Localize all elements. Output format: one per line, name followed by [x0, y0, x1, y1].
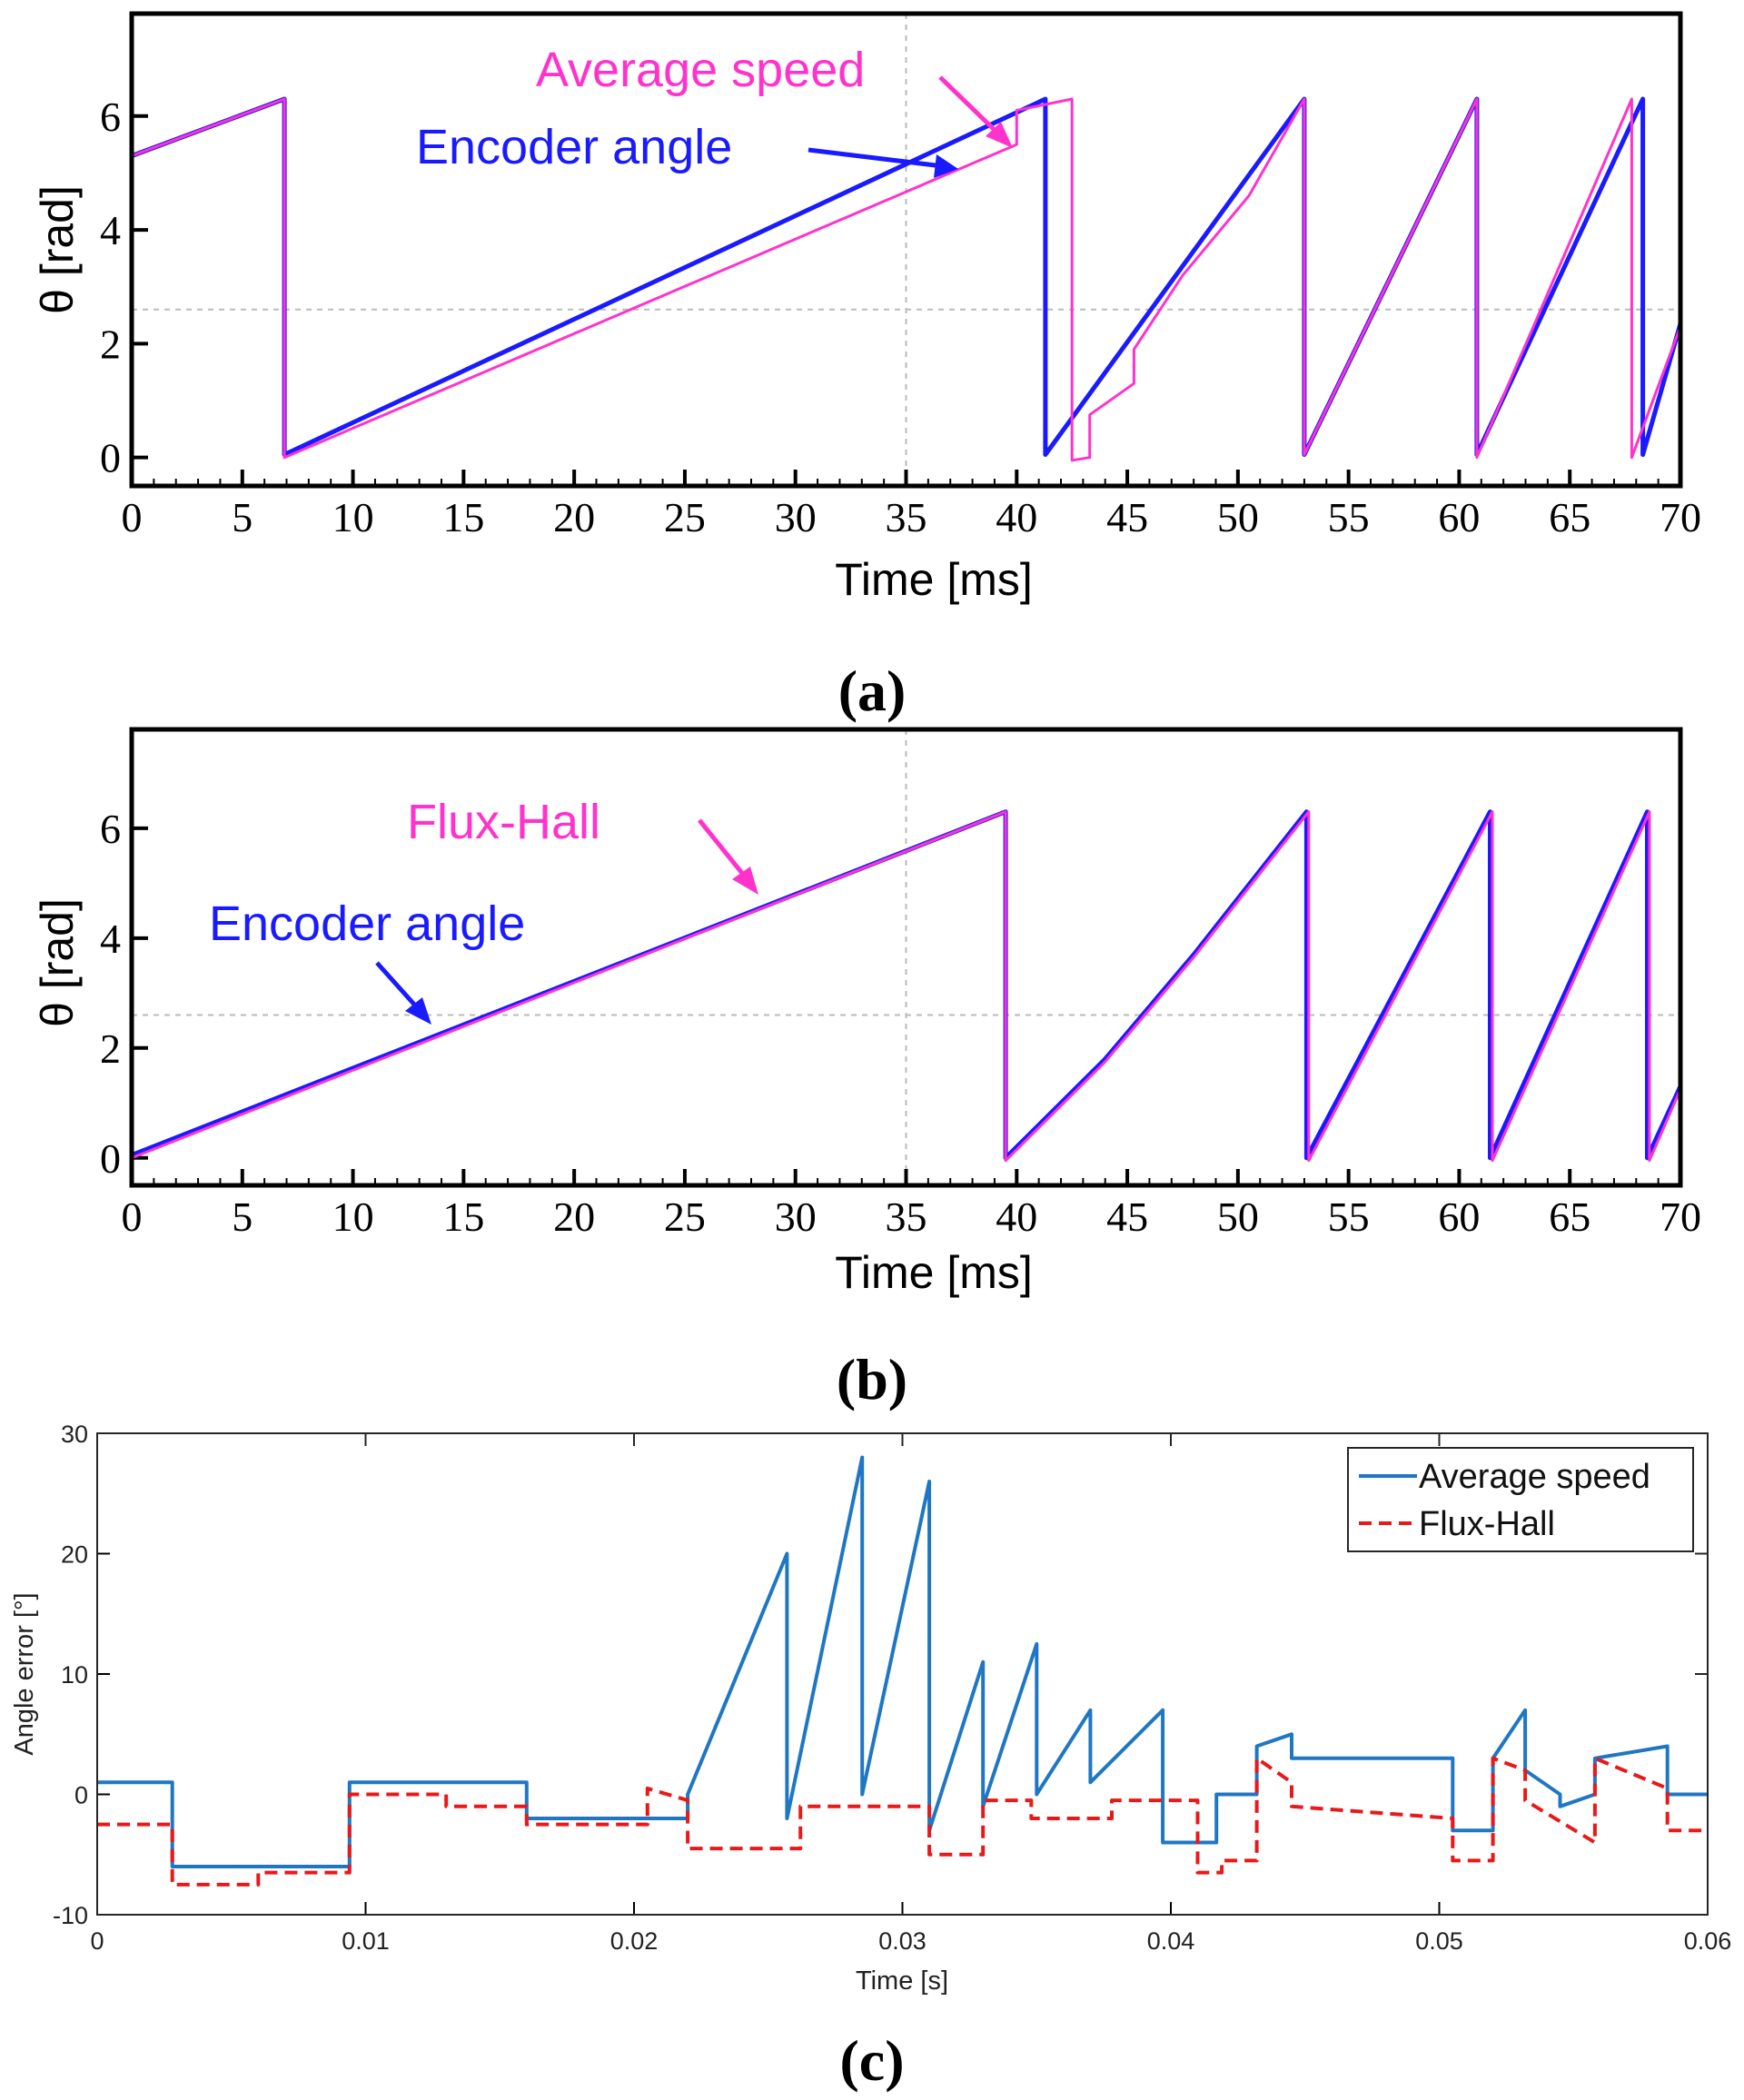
arrow-flux-hall-b — [698, 818, 758, 895]
arrow-encoder-angle-a — [808, 147, 958, 178]
x-tick-label-b: 15 — [442, 1194, 484, 1240]
legend-box — [1347, 1447, 1694, 1552]
legend-label-flux-hall: Flux-Hall — [1419, 1505, 1555, 1543]
panel-b: 0 5 10 15 20 25 30 35 40 45 50 55 60 65 70 0 2 4 6 Time [… — [32, 727, 1702, 1412]
y-tick-label-c: 10 — [61, 1661, 88, 1689]
x-axis-label-c: Time [s] — [856, 1966, 948, 1996]
y-axis-label-a: θ [rad] — [32, 185, 83, 314]
y-axis-label-c: Angle error [°] — [10, 1592, 39, 1755]
arrow-encoder-angle-b — [375, 961, 431, 1025]
x-tick-label-a: 25 — [664, 494, 706, 540]
x-tick-labels-c: 0 0.01 0.02 0.03 0.04 0.05 0.06 — [90, 1927, 1731, 1955]
x-tick-labels-b: 0 5 10 15 20 25 30 35 40 45 50 55 60 65 70 — [122, 1194, 1702, 1240]
x-tick-label-a: 45 — [1106, 494, 1148, 540]
crosshair-a — [132, 14, 1680, 486]
x-tick-label-b: 60 — [1438, 1194, 1480, 1240]
x-tick-label-a: 70 — [1660, 494, 1701, 540]
annotation-average-speed-a: Average speed — [536, 43, 865, 97]
y-tick-label-b: 6 — [100, 806, 121, 852]
y-tick-label-a: 4 — [100, 207, 121, 253]
x-tick-label-a: 50 — [1217, 494, 1259, 540]
series-group-a — [132, 96, 1680, 462]
y-tick-labels-b: 0 2 4 6 — [100, 806, 121, 1182]
y-tick-label-b: 0 — [100, 1135, 121, 1182]
panel-a: 0 5 10 15 20 25 30 35 40 45 50 55 60 65 70 0 2 4 6 Time [… — [32, 11, 1702, 723]
x-tick-label-b: 25 — [664, 1194, 706, 1240]
x-tick-label-a: 30 — [775, 494, 817, 540]
plot-frame-b — [129, 727, 1683, 1188]
annotation-flux-hall-b: Flux-Hall — [407, 795, 600, 849]
x-tick-label-b: 35 — [886, 1194, 927, 1240]
crosshair-b — [132, 729, 1680, 1185]
legend-label-average-speed: Average speed — [1419, 1458, 1650, 1496]
x-tick-label-b: 5 — [232, 1194, 253, 1240]
y-tick-label-a: 6 — [100, 94, 121, 140]
x-axis-label-a: Time [ms] — [835, 554, 1033, 605]
x-tick-label-a: 55 — [1328, 494, 1370, 540]
x-tick-label-b: 55 — [1328, 1194, 1370, 1240]
series-group-c — [97, 1455, 1708, 1887]
x-tick-label-b: 30 — [775, 1194, 817, 1240]
x-tick-label-a: 40 — [996, 494, 1037, 540]
series-line-b-flux-hall — [132, 810, 1680, 1163]
x-tick-label-b: 40 — [996, 1194, 1037, 1240]
x-tick-label-c: 0.05 — [1415, 1927, 1463, 1955]
series-group-b — [132, 809, 1680, 1163]
x-tick-label-a: 35 — [886, 494, 927, 540]
y-tick-label-c: 30 — [61, 1421, 88, 1448]
y-tick-label-a: 0 — [100, 435, 121, 481]
x-tick-labels-a: 0 5 10 15 20 25 30 35 40 45 50 55 60 65 70 — [122, 494, 1702, 540]
x-tick-label-a: 15 — [442, 494, 484, 540]
x-tick-label-c: 0.06 — [1684, 1927, 1732, 1955]
arrow-average-speed-a — [938, 75, 1013, 148]
x-tick-label-a: 65 — [1549, 494, 1590, 540]
y-tick-label-b: 4 — [100, 916, 121, 962]
x-tick-label-c: 0.04 — [1147, 1927, 1195, 1955]
plot-area-b — [132, 729, 1680, 1185]
x-tick-label-b: 70 — [1660, 1194, 1701, 1240]
annotation-encoder-angle-a: Encoder angle — [416, 120, 732, 174]
x-tick-label-a: 60 — [1438, 494, 1480, 540]
series-line-c-flux-hall — [97, 1756, 1708, 1887]
x-tick-label-b: 0 — [122, 1194, 143, 1240]
x-tick-label-a: 0 — [122, 494, 143, 540]
y-tick-label-c: 0 — [74, 1782, 88, 1809]
plot-frame-c — [96, 1432, 1709, 1916]
series-line-a-average-speed — [132, 97, 1680, 462]
x-tick-label-c: 0.01 — [342, 1927, 390, 1955]
x-tick-label-b: 45 — [1106, 1194, 1148, 1240]
x-tick-label-b: 10 — [332, 1194, 374, 1240]
y-tick-label-b: 2 — [100, 1025, 121, 1072]
x-tick-label-a: 20 — [553, 494, 595, 540]
y-tick-label-c: -10 — [53, 1902, 88, 1929]
y-tick-labels-a: 0 2 4 6 — [100, 94, 121, 481]
x-axis-label-b: Time [ms] — [835, 1247, 1033, 1298]
x-tick-label-c: 0 — [90, 1927, 104, 1955]
caption-a: (a) — [838, 659, 907, 723]
x-tick-label-b: 20 — [553, 1194, 595, 1240]
x-tick-label-b: 65 — [1549, 1194, 1590, 1240]
caption-c: (c) — [839, 2028, 904, 2093]
y-tick-label-a: 2 — [100, 321, 121, 367]
y-axis-label-b: θ [rad] — [32, 898, 83, 1027]
y-tick-labels-c: -10 0 10 20 30 — [53, 1421, 88, 1929]
series-line-c-average-speed — [97, 1455, 1708, 1868]
x-tick-label-a: 5 — [232, 494, 253, 540]
x-tick-label-a: 10 — [332, 494, 374, 540]
x-tick-label-c: 0.02 — [610, 1927, 659, 1955]
caption-b: (b) — [837, 1347, 907, 1412]
x-tick-label-c: 0.03 — [878, 1927, 926, 1955]
legend-c: Average speed Flux-Hall — [1347, 1447, 1694, 1552]
y-tick-label-c: 20 — [61, 1541, 88, 1569]
annotation-encoder-angle-b: Encoder angle — [209, 896, 525, 951]
plot-frame-a — [129, 11, 1683, 489]
x-tick-label-b: 50 — [1217, 1194, 1259, 1240]
